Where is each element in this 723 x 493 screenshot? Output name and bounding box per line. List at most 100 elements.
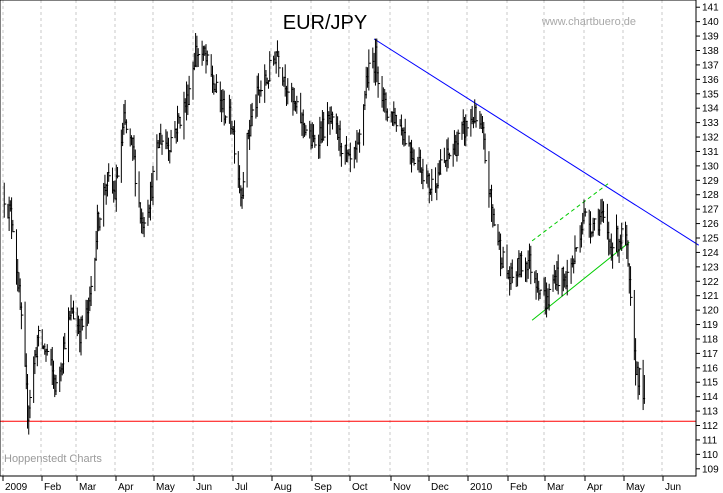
price-bar [206,50,210,66]
y-tick-label: 130 [702,161,719,172]
x-tick-label: Aug [274,482,292,493]
price-bar [305,125,308,136]
watermark-url: www.chartbuero.de [541,16,636,28]
price-bar [234,120,237,164]
price-bar [502,246,506,268]
price-bar [548,283,552,311]
price-bar [404,118,408,146]
price-bar [493,208,497,227]
price-bar [584,208,588,217]
price-bar [612,242,615,269]
price-bar [55,374,58,396]
price-bar [630,266,633,306]
price-bar [179,116,183,129]
price-bar [225,115,228,124]
price-bar [332,111,335,130]
price-bar [170,129,174,153]
price-bar [466,121,469,137]
y-tick-label: 136 [702,75,719,86]
price-bar [161,134,165,155]
y-tick-label: 131 [702,147,719,158]
x-tick-label: Jun [665,482,681,493]
x-tick-label: Feb [44,482,62,493]
y-tick-label: 135 [702,89,719,100]
price-bar [90,276,94,307]
y-tick-label: 132 [702,133,719,144]
price-bar [521,251,524,278]
price-bar [134,149,138,197]
y-tick-label: 114 [702,392,718,403]
y-tick-label: 141 [702,3,719,14]
y-tick-label: 115 [702,378,718,389]
x-tick-label: Jul [235,482,248,493]
price-bars [3,33,646,435]
price-bar [296,95,299,114]
price-bar [269,51,272,82]
x-tick-label: Mar [547,482,565,493]
price-bar [484,133,488,164]
price-bar [12,219,15,233]
price-bar [511,259,515,284]
grid [2,0,663,476]
y-tick-label: 138 [702,46,719,57]
y-tick-label: 126 [702,219,719,230]
downtrend-line [373,38,700,246]
price-bar [557,254,561,295]
x-tick-label: May [626,482,645,493]
y-tick-label: 127 [702,205,719,216]
price-bar [152,165,155,206]
price-bar [287,78,290,105]
price-bar [566,259,570,296]
price-bar [621,222,624,251]
x-tick-label: Apr [118,482,134,493]
x-tick-label: Nov [393,482,411,493]
price-bar [368,49,371,91]
price-bar [638,367,642,396]
y-tick-label: 118 [702,334,718,345]
y-tick-label: 125 [702,234,719,245]
x-tick-label: Feb [510,482,528,493]
price-bar [386,108,390,122]
y-tick-label: 137 [702,60,719,71]
y-tick-label: 124 [702,248,719,259]
price-bar [81,315,85,331]
price-bar [215,74,219,94]
price-bar [539,289,543,300]
price-bar [278,50,281,78]
y-axis: 109 110 111 112 113 114 115 116 117 118 119 120 121 1… [696,3,719,475]
x-axis: 2009 Feb Mar Apr May Jun Jul Aug Sep Oct Nov Dec 201… [2,476,681,493]
price-bar [457,129,461,156]
price-bar [29,389,32,419]
x-tick-label: May [156,482,175,493]
price-bar [395,115,399,132]
price-bar [38,325,41,347]
price-bar [108,163,111,182]
price-bar [314,134,317,148]
price-bar [413,149,417,166]
price-bar [575,247,579,252]
x-tick-label: Jun [196,482,212,493]
y-tick-label: 121 [702,291,719,302]
x-tick-label: 2010 [470,482,493,493]
y-tick-label: 117 [702,349,718,360]
price-bar [251,102,255,127]
y-tick-label: 134 [702,104,719,115]
y-tick-label: 140 [702,17,719,28]
watermark-source: Hoppenstedt Charts [4,453,102,465]
price-bar [440,149,443,175]
price-bar [64,332,67,350]
y-tick-label: 112 [702,421,718,432]
y-tick-label: 110 [702,450,718,461]
price-bar [73,300,76,320]
y-tick-label: 133 [702,118,719,129]
price-bar [99,217,102,231]
y-tick-label: 116 [702,363,718,374]
price-bar [197,48,201,67]
price-bar [349,142,353,173]
y-tick-label: 128 [702,190,719,201]
price-bar [117,166,120,179]
price-bar [125,119,129,134]
y-tick-label: 129 [702,176,719,187]
price-bar [475,104,479,128]
